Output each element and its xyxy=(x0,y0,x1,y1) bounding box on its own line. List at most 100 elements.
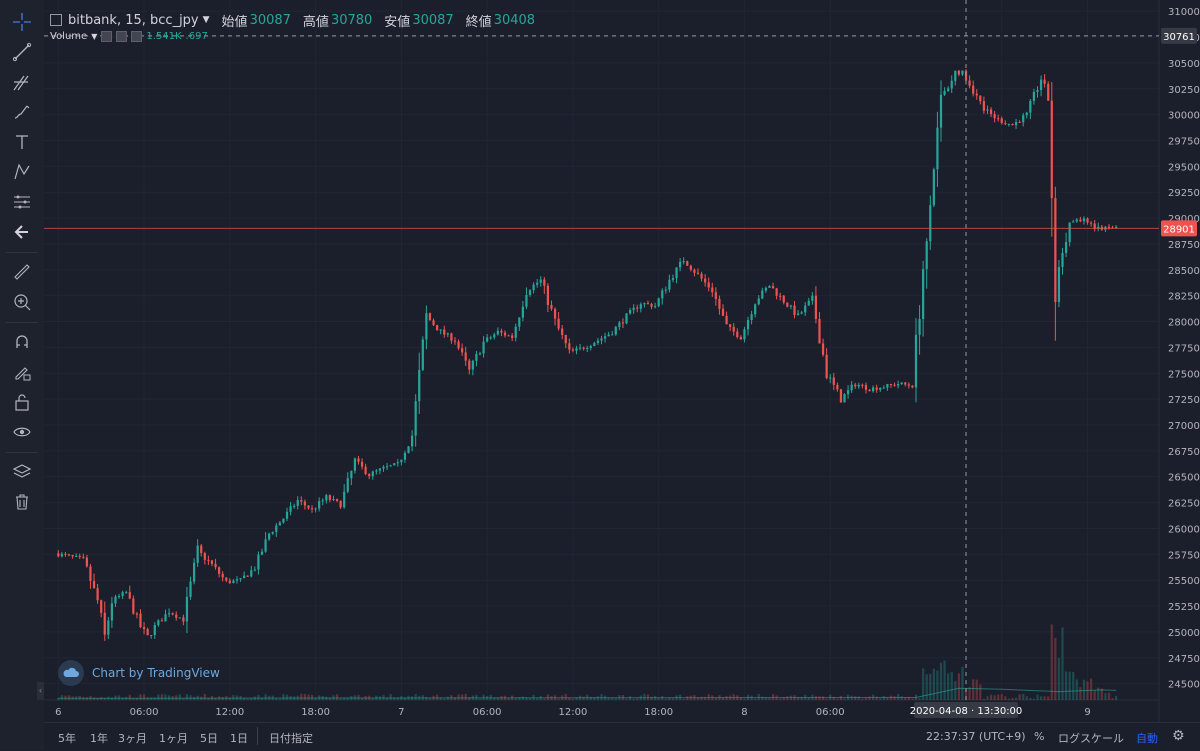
candle-body xyxy=(385,466,389,468)
volume-bar xyxy=(443,698,446,700)
candle-body xyxy=(618,322,621,327)
collapse-toolbar-arrow[interactable]: ‹ xyxy=(37,682,44,700)
volume-bar xyxy=(414,693,417,700)
prediction-icon[interactable] xyxy=(8,188,36,216)
clock-timezone[interactable]: 22:37:37 (UTC+9) xyxy=(926,730,1026,743)
candle-body xyxy=(786,302,789,307)
candle-body xyxy=(532,284,535,291)
chevron-down-icon[interactable]: ▼ xyxy=(202,15,210,25)
range-1m-button[interactable]: 1ヶ月 xyxy=(159,732,188,745)
volume-bar xyxy=(307,694,310,700)
volume-bar xyxy=(843,698,846,700)
price-tick-label: 25000 xyxy=(1168,628,1200,639)
price-tick-label: 26750 xyxy=(1168,447,1200,458)
toolbar-divider xyxy=(6,322,38,323)
candle-body xyxy=(303,501,306,506)
volume-bar xyxy=(57,697,60,700)
brush-icon[interactable] xyxy=(8,98,36,126)
range-1y-button[interactable]: 1年 xyxy=(90,732,108,745)
candle-body xyxy=(393,463,396,466)
candle-body xyxy=(343,491,346,508)
candle-body xyxy=(200,545,203,554)
back-arrow-icon[interactable] xyxy=(8,218,36,246)
range-5d-button[interactable]: 5日 xyxy=(200,732,218,745)
trash-icon[interactable] xyxy=(8,488,36,516)
price-chart[interactable]: 24500 24750 25000 25250 25500 25750 26000 26250… xyxy=(44,0,1200,722)
percent-scale-button[interactable]: % xyxy=(1034,730,1045,743)
candle-body xyxy=(743,329,746,340)
volume-bar xyxy=(278,698,281,700)
candle-body xyxy=(668,279,671,290)
price-tick-label: 26000 xyxy=(1168,524,1200,535)
price-tick-label: 29000 xyxy=(1168,214,1200,225)
log-scale-button[interactable]: ログスケール xyxy=(1058,732,1124,745)
candle-body xyxy=(1054,198,1057,302)
volume-bar xyxy=(664,698,667,700)
volume-label[interactable]: Volume xyxy=(50,31,88,42)
candle-body xyxy=(1115,226,1118,229)
volume-bar xyxy=(800,696,803,700)
magnet-icon[interactable] xyxy=(8,328,36,356)
collapse-legend-icon[interactable] xyxy=(50,14,62,26)
price-tick-label: 26500 xyxy=(1168,473,1200,484)
volume-bar xyxy=(1057,657,1061,700)
candle-body xyxy=(507,335,510,337)
low-label: 安値 xyxy=(384,14,411,30)
volume-bar xyxy=(1007,698,1011,700)
candle-body xyxy=(854,384,857,387)
candle-body xyxy=(864,385,868,390)
candle-body xyxy=(125,592,128,594)
candle-body xyxy=(936,127,939,170)
pitchfork-icon[interactable] xyxy=(8,68,36,96)
candle-body xyxy=(818,318,821,344)
pattern-icon[interactable] xyxy=(8,158,36,186)
eye-toggle-icon[interactable] xyxy=(101,31,113,42)
gear-icon[interactable]: ⚙ xyxy=(1172,728,1185,744)
volume-bar xyxy=(972,679,975,700)
symbol-title[interactable]: bitbank, 15, bcc_jpy xyxy=(68,12,199,28)
ruler-icon[interactable] xyxy=(8,258,36,286)
volume-bar xyxy=(482,694,485,700)
crosshair-icon[interactable] xyxy=(8,8,36,36)
candle-body xyxy=(643,303,646,305)
eye-icon[interactable] xyxy=(8,418,36,446)
candle-body xyxy=(239,578,242,580)
candle-body xyxy=(707,282,710,288)
price-axis[interactable] xyxy=(1159,0,1200,722)
volume-bar xyxy=(807,697,810,700)
volume-ma-line xyxy=(58,687,1117,699)
layers-icon[interactable] xyxy=(8,458,36,486)
goto-date-button[interactable]: 日付指定 xyxy=(269,732,313,745)
time-tick-label: 7 xyxy=(398,707,404,718)
candle-body xyxy=(478,353,482,355)
volume-bar xyxy=(160,694,164,700)
candle-body xyxy=(939,94,943,128)
candle-body xyxy=(1050,100,1053,199)
lock-drawing-icon[interactable] xyxy=(8,358,36,386)
volume-bar xyxy=(1064,671,1068,700)
zoom-in-icon[interactable] xyxy=(8,288,36,316)
range-3m-button[interactable]: 3ヶ月 xyxy=(118,732,147,745)
candle-body xyxy=(907,384,910,386)
volume-bar xyxy=(671,698,675,700)
volume-bar xyxy=(943,660,946,700)
price-tick-label: 25750 xyxy=(1168,550,1200,561)
candle-body xyxy=(232,580,235,584)
range-5y-button[interactable]: 5年 xyxy=(58,732,76,745)
auto-scale-button[interactable]: 自動 xyxy=(1136,732,1158,745)
trend-line-icon[interactable] xyxy=(8,38,36,66)
close-icon[interactable] xyxy=(131,31,143,42)
candle-body xyxy=(725,315,728,325)
candle-body xyxy=(764,287,767,291)
settings-icon[interactable] xyxy=(116,31,128,42)
price-tick-label: 28750 xyxy=(1168,240,1200,251)
unlock-icon[interactable] xyxy=(8,388,36,416)
volume-bar xyxy=(493,697,496,700)
volume-bar xyxy=(214,697,217,700)
chevron-down-icon[interactable]: ▼ xyxy=(91,32,98,41)
range-1d-button[interactable]: 1日 xyxy=(230,732,248,745)
tradingview-branding[interactable]: Chart by TradingView xyxy=(58,660,220,686)
price-tick-label: 24750 xyxy=(1168,654,1200,665)
volume-bar xyxy=(779,698,782,700)
text-tool-icon[interactable] xyxy=(8,128,36,156)
